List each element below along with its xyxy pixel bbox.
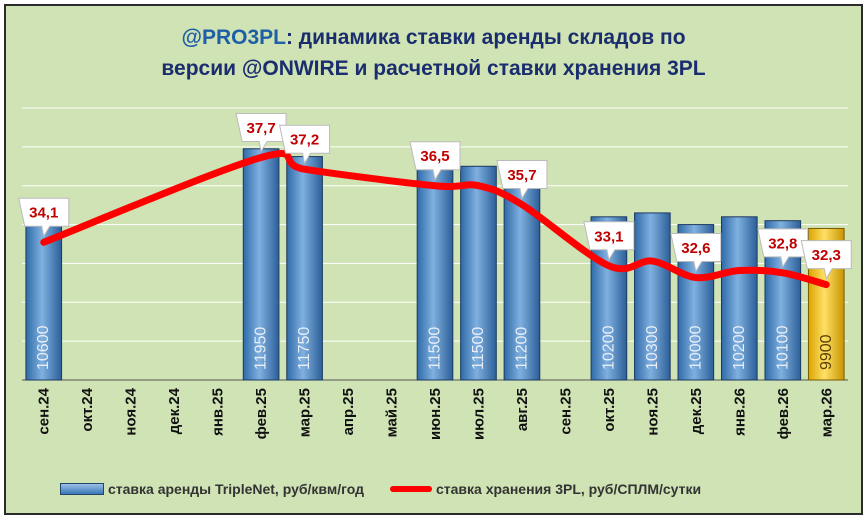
title-brand: @PRO3PL: [181, 26, 286, 49]
line-value-label: 36,5: [420, 148, 449, 165]
line-value-label: 37,2: [290, 132, 319, 149]
x-tick-label: дек.24: [166, 387, 183, 434]
bar-value-label: 11950: [253, 327, 270, 370]
bar-value-label: 10000: [687, 325, 704, 370]
title-line2: версии @ONWIRE и расчетной ставки хранен…: [161, 57, 706, 80]
x-tick-label: июн.25: [427, 388, 444, 440]
legend-bar-label: ставка аренды TripleNet, руб/квм/год: [108, 481, 364, 497]
x-tick-label: июл.25: [470, 388, 487, 440]
x-tick-label: янв.26: [731, 388, 748, 436]
title-line1: : динамика ставки аренды складов по: [285, 26, 686, 49]
line-label-box: [670, 233, 722, 273]
bar-value-label: 10200: [600, 325, 617, 370]
bar-фев.25: [242, 148, 280, 381]
bar-value-label: 10100: [774, 325, 791, 370]
bar-value-label: 11750: [296, 327, 313, 370]
x-tick-label: май.25: [384, 388, 401, 437]
x-tick-label: фев.25: [253, 388, 270, 439]
line-label-box: [235, 112, 287, 153]
line-value-label: 33,1: [594, 228, 623, 245]
bar-июн.25: [416, 165, 454, 381]
line-label-box: [757, 228, 809, 269]
line-label-box: [800, 240, 852, 280]
line-label-box: [409, 141, 461, 182]
x-tick-label: дек.25: [688, 388, 705, 434]
legend-bar-swatch: [60, 483, 104, 495]
x-tick-label: окт.25: [601, 388, 618, 432]
line-label-box: [496, 160, 548, 200]
line-label-box: [278, 124, 331, 165]
bar-value-label: 10200: [731, 325, 748, 370]
x-tick-label: сен.25: [557, 388, 574, 435]
x-tick-label: авг.25: [514, 388, 531, 431]
bar-ноя.25: [634, 212, 671, 381]
line-series-3pl: [40, 150, 830, 289]
legend-line-swatch: [389, 486, 432, 492]
x-tick-label: фев.26: [775, 388, 792, 439]
legend: ставка аренды TripleNet, руб/квм/год ста…: [60, 478, 701, 500]
line-value-label: 32,6: [681, 240, 710, 257]
x-tick-label: ноя.25: [644, 388, 661, 436]
x-tick-label: мар.26: [818, 388, 835, 437]
bar-июл.25: [460, 165, 497, 381]
chart-title: @PRO3PL: динамика ставки аренды складов …: [0, 22, 867, 84]
line-value-label: 37,7: [247, 120, 276, 137]
x-tick-label: янв.25: [210, 388, 227, 436]
x-tick-label: апр.25: [340, 388, 357, 435]
bar-value-label: 10300: [644, 325, 661, 370]
line-value-label: 32,3: [812, 247, 841, 264]
line-label-box: [583, 221, 635, 262]
x-tick-label: сен.24: [36, 387, 53, 434]
line-label-box: [18, 197, 70, 238]
legend-line-label: ставка хранения 3PL, руб/СПЛМ/сутки: [435, 481, 702, 497]
bar-value-label: 10600: [35, 325, 52, 370]
bar-мар.25: [286, 156, 323, 381]
x-tick-label: ноя.24: [123, 387, 140, 435]
bar-янв.26: [720, 216, 758, 381]
bar-value-label: 11500: [470, 327, 487, 370]
x-tick-label: окт.24: [79, 387, 96, 431]
line-value-label: 35,7: [507, 167, 536, 184]
bar-value-label: 9900: [818, 334, 835, 370]
bar-value-label: 11200: [513, 327, 530, 370]
bar-value-label: 11500: [427, 327, 444, 370]
x-tick-label: мар.25: [297, 388, 314, 437]
line-value-label: 34,1: [29, 205, 58, 222]
line-value-label: 32,8: [768, 235, 797, 252]
